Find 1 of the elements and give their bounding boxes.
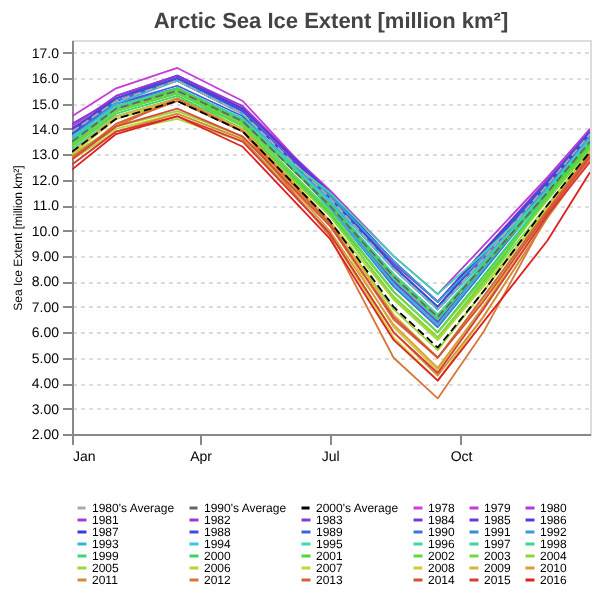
chart-title: Arctic Sea Ice Extent [million km²] <box>153 10 509 34</box>
